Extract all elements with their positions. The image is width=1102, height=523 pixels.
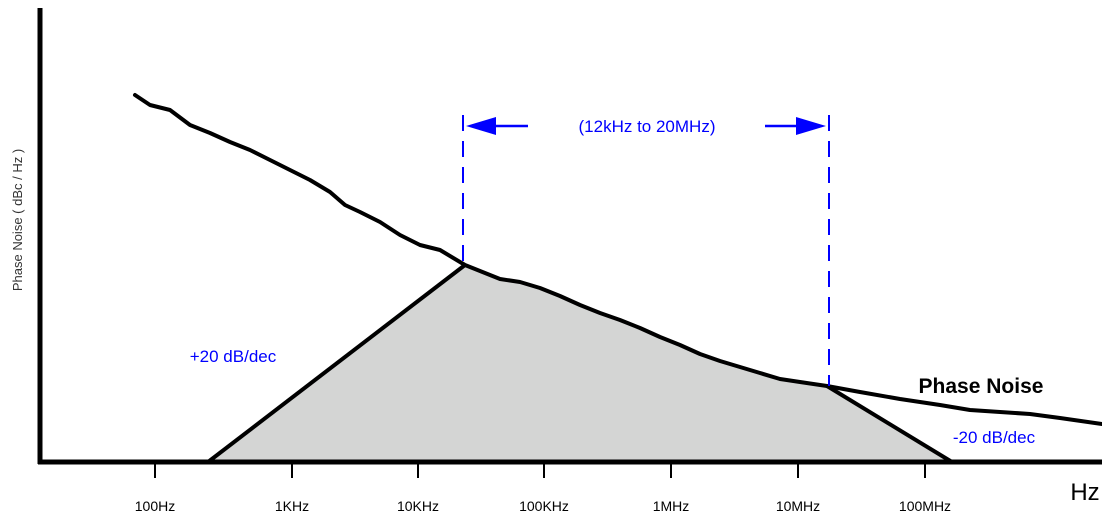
range-arrow-right-head bbox=[796, 117, 826, 135]
x-tick-label: 1MHz bbox=[653, 498, 690, 514]
y-axis-label: Phase Noise ( dBc / Hz ) bbox=[10, 149, 25, 291]
falling-slope-line bbox=[825, 384, 954, 464]
integration-region bbox=[208, 265, 952, 462]
x-tick-label: 100MHz bbox=[899, 498, 951, 514]
range-label: (12kHz to 20MHz) bbox=[579, 117, 716, 136]
x-tick-label: 10MHz bbox=[776, 498, 820, 514]
rising-slope-line bbox=[206, 263, 467, 464]
range-arrow-left-head bbox=[466, 117, 496, 135]
x-axis-unit-label: Hz bbox=[1070, 479, 1099, 506]
phase-noise-curve bbox=[133, 93, 1102, 426]
rising-slope-label: +20 dB/dec bbox=[190, 347, 277, 366]
x-tick-marks bbox=[154, 462, 926, 478]
falling-slope-label: -20 dB/dec bbox=[953, 428, 1036, 447]
x-tick-label: 100KHz bbox=[519, 498, 569, 514]
x-tick-label: 100Hz bbox=[135, 498, 175, 514]
x-tick-label: 1KHz bbox=[275, 498, 309, 514]
phase-noise-curve-label: Phase Noise bbox=[919, 375, 1044, 398]
x-tick-label: 10KHz bbox=[397, 498, 439, 514]
